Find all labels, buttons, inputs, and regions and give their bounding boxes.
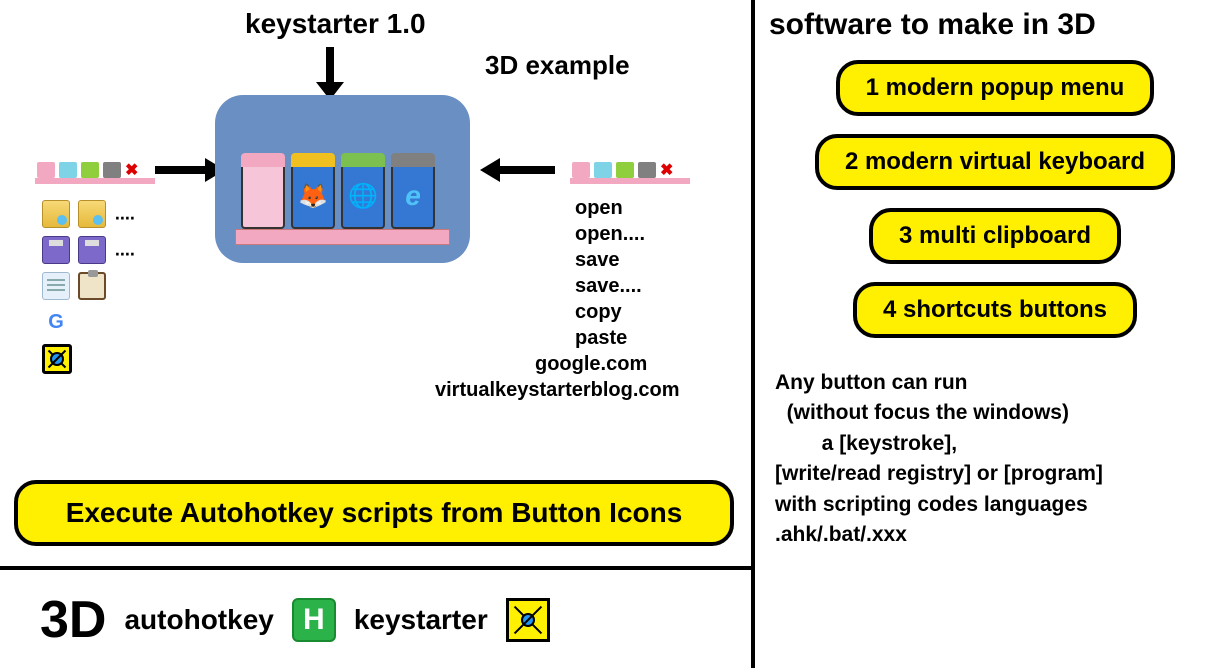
desc-line: (without focus the windows)	[775, 398, 1221, 428]
desc-line: Any button can run	[775, 368, 1221, 398]
minibar-item	[37, 162, 55, 178]
description: Any button can run (without focus the wi…	[769, 368, 1221, 551]
keystarter-icon	[506, 598, 550, 642]
action-list: open open.... save save.... copy paste g…	[575, 195, 680, 403]
action-item: open....	[575, 221, 680, 247]
shelf: 🦊 🌐 e	[235, 145, 450, 245]
icon-grid: .... .... G	[42, 200, 142, 380]
minibar-item	[103, 162, 121, 178]
action-item: save....	[575, 273, 680, 299]
shelf-item[interactable]	[241, 163, 285, 229]
feature-pill[interactable]: 4 shortcuts buttons	[853, 282, 1137, 338]
minibar-item	[616, 162, 634, 178]
left-minibar: ✖	[35, 160, 155, 184]
keystarter-label: keystarter	[354, 604, 488, 636]
desc-line: with scripting codes languages	[775, 490, 1221, 520]
minibar-item	[638, 162, 656, 178]
arrow-left-icon	[470, 150, 560, 190]
more-icon: ....	[115, 240, 135, 260]
shelf-item-ie[interactable]: e	[391, 163, 435, 229]
minibar-item	[59, 162, 77, 178]
minibar-close-icon: ✖	[660, 164, 674, 178]
document-icon[interactable]	[42, 272, 70, 300]
action-item: paste	[575, 325, 680, 351]
keystarter-icon[interactable]	[42, 344, 72, 374]
minibar-item	[572, 162, 590, 178]
action-item: google.com	[535, 351, 680, 377]
keystarter-title: keystarter 1.0	[245, 8, 426, 40]
desc-line: a [keystroke],	[775, 429, 1221, 459]
left-panel: keystarter 1.0 3D example ✖ ✖	[0, 0, 755, 668]
3d-label: 3D	[40, 590, 106, 650]
folder-icon[interactable]	[78, 200, 106, 228]
right-minibar: ✖	[570, 160, 690, 184]
minibar-item	[81, 162, 99, 178]
minibar-item	[594, 162, 612, 178]
execute-pill[interactable]: Execute Autohotkey scripts from Button I…	[14, 480, 734, 546]
divider	[0, 566, 755, 570]
bottom-row: 3D autohotkey H keystarter	[0, 580, 755, 660]
autohotkey-icon: H	[292, 598, 336, 642]
right-panel: software to make in 3D 1 modern popup me…	[759, 0, 1231, 668]
action-item: save	[575, 247, 680, 273]
action-item: virtualkeystarterblog.com	[435, 377, 680, 403]
feature-pill[interactable]: 2 modern virtual keyboard	[815, 134, 1175, 190]
arrow-down-icon	[300, 42, 360, 102]
feature-pill[interactable]: 1 modern popup menu	[836, 60, 1155, 116]
desc-line: [write/read registry] or [program]	[775, 459, 1221, 489]
floppy-icon[interactable]	[78, 236, 106, 264]
feature-pills: 1 modern popup menu 2 modern virtual key…	[769, 60, 1221, 338]
more-icon: ....	[115, 204, 135, 224]
shelf-item-firefox[interactable]: 🦊	[291, 163, 335, 229]
action-item: open	[575, 195, 680, 221]
3d-example-panel: 🦊 🌐 e	[215, 95, 470, 263]
autohotkey-label: autohotkey	[124, 604, 273, 636]
action-item: copy	[575, 299, 680, 325]
minibar-close-icon: ✖	[125, 164, 139, 178]
floppy-icon[interactable]	[42, 236, 70, 264]
clipboard-icon[interactable]	[78, 272, 106, 300]
desc-line: .ahk/.bat/.xxx	[775, 520, 1221, 550]
example-subtitle: 3D example	[485, 50, 630, 81]
google-icon[interactable]: G	[42, 308, 70, 336]
shelf-item-chrome[interactable]: 🌐	[341, 163, 385, 229]
right-title: software to make in 3D	[769, 8, 1221, 42]
folder-icon[interactable]	[42, 200, 70, 228]
feature-pill[interactable]: 3 multi clipboard	[869, 208, 1121, 264]
